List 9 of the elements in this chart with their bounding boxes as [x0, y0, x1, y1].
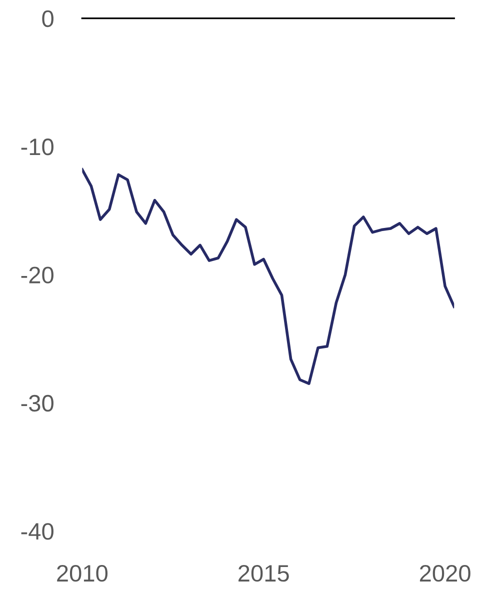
y-tick-label: -10 — [21, 138, 54, 156]
x-tick-label: 2020 — [420, 564, 470, 582]
y-tick-label: -30 — [21, 394, 54, 412]
y-tick-label: 0 — [42, 10, 54, 28]
x-tick-label: 2010 — [57, 564, 108, 582]
x-tick-label: 2015 — [238, 564, 289, 582]
y-tick-label: -40 — [21, 523, 54, 540]
y-tick-label: -20 — [21, 266, 54, 284]
line-series — [82, 168, 454, 385]
